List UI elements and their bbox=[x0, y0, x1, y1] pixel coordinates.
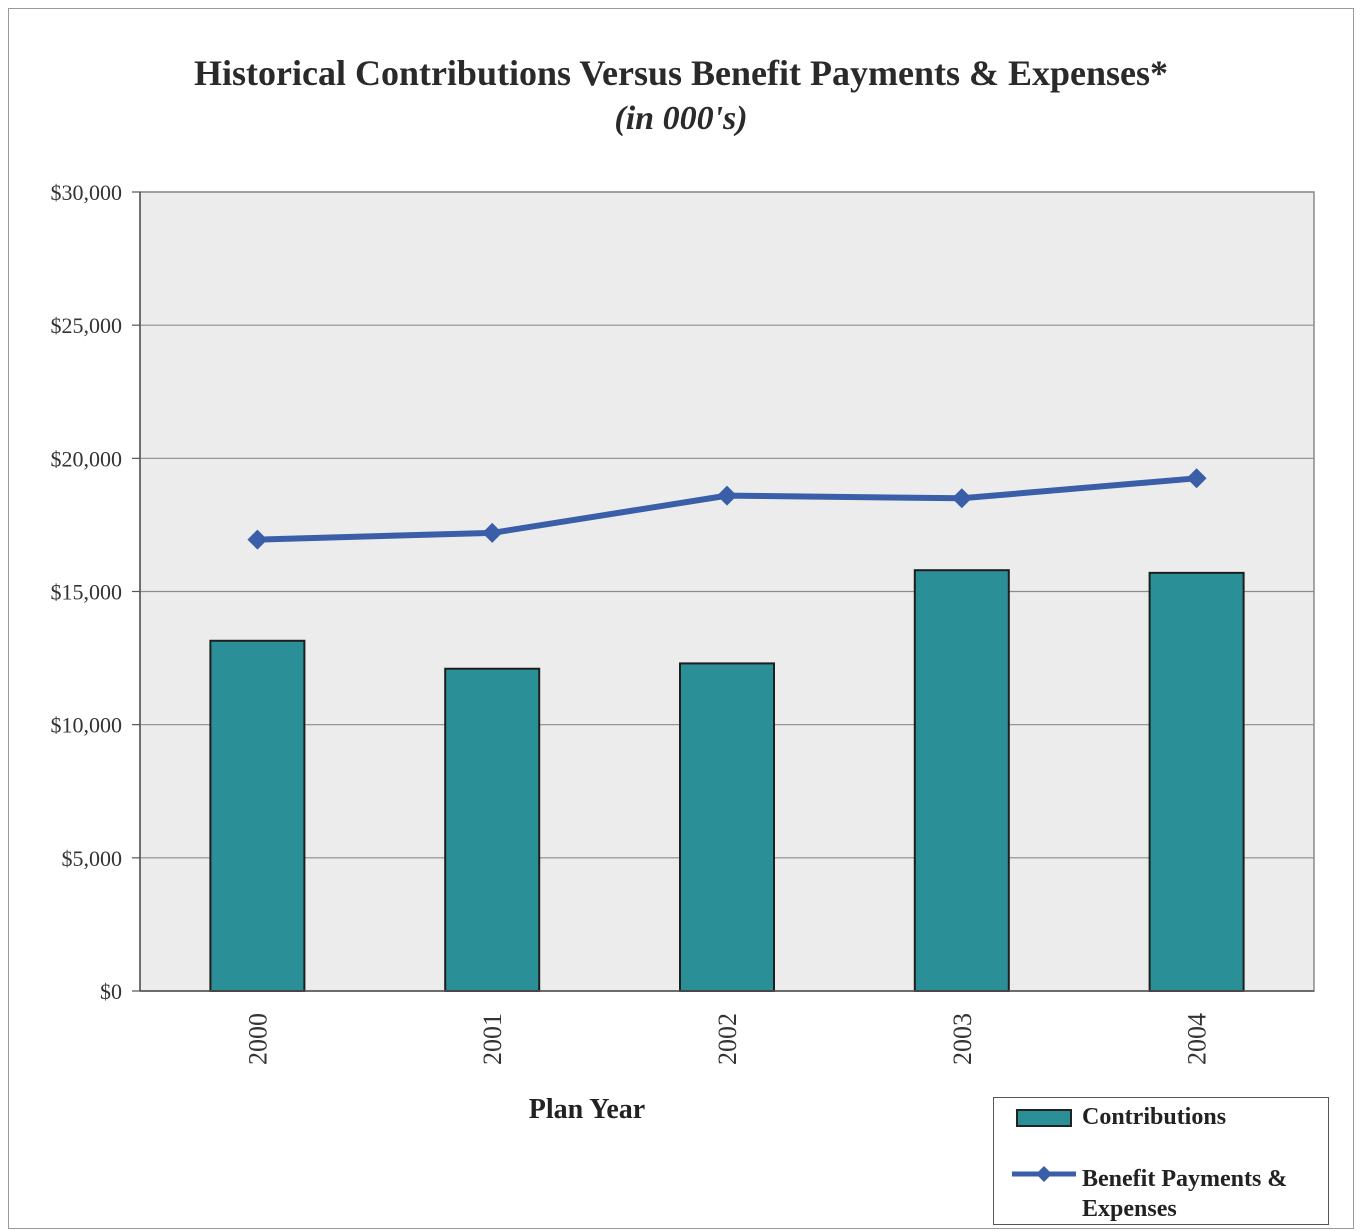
y-tick-label: $20,000 bbox=[51, 446, 123, 471]
x-axis-ticks: 2000 2001 2002 2003 2004 bbox=[140, 990, 1314, 1065]
line-point bbox=[247, 529, 268, 550]
legend-contributions-label: Contributions bbox=[1082, 1104, 1227, 1130]
x-tick-label: 2003 bbox=[948, 1013, 977, 1065]
y-tick-label: $15,000 bbox=[51, 580, 123, 605]
line-point bbox=[1186, 468, 1207, 489]
y-tick-label: $25,000 bbox=[51, 313, 123, 338]
legend-benefit-label: Benefit Payments & Expenses bbox=[1082, 1166, 1288, 1222]
bar bbox=[1148, 571, 1245, 993]
line-point bbox=[717, 485, 737, 506]
y-axis-ticks: $0 $5,000 $10,000 $15,000 $20,000 $25,000 $30,… bbox=[51, 180, 141, 1004]
bar-series bbox=[209, 569, 1245, 993]
y-tick-label: $0 bbox=[100, 979, 122, 1004]
line-point bbox=[951, 488, 972, 509]
y-tick-label: $5,000 bbox=[62, 846, 123, 871]
chart-subtitle: (in 000's) bbox=[614, 100, 748, 137]
bar bbox=[444, 667, 541, 993]
x-tick-label: 2002 bbox=[713, 1013, 742, 1065]
bar bbox=[679, 662, 775, 992]
x-axis-title: Plan Year bbox=[529, 1094, 645, 1125]
legend-benefit-swatch bbox=[1012, 1166, 1076, 1182]
legend: Contributions Benefit Payments & Expense… bbox=[993, 1097, 1329, 1225]
y-tick-label: $30,000 bbox=[51, 180, 123, 205]
x-tick-label: 2000 bbox=[243, 1013, 272, 1065]
x-tick-label: 2001 bbox=[478, 1013, 507, 1065]
y-tick-label: $10,000 bbox=[51, 713, 123, 738]
line-series bbox=[247, 468, 1207, 550]
chart-title: Historical Contributions Versus Benefit … bbox=[193, 53, 1169, 93]
bar bbox=[913, 569, 1010, 993]
bar bbox=[209, 639, 306, 992]
line-point bbox=[482, 522, 503, 543]
legend-contributions-swatch bbox=[1016, 1109, 1072, 1127]
x-tick-label: 2004 bbox=[1183, 1013, 1212, 1065]
